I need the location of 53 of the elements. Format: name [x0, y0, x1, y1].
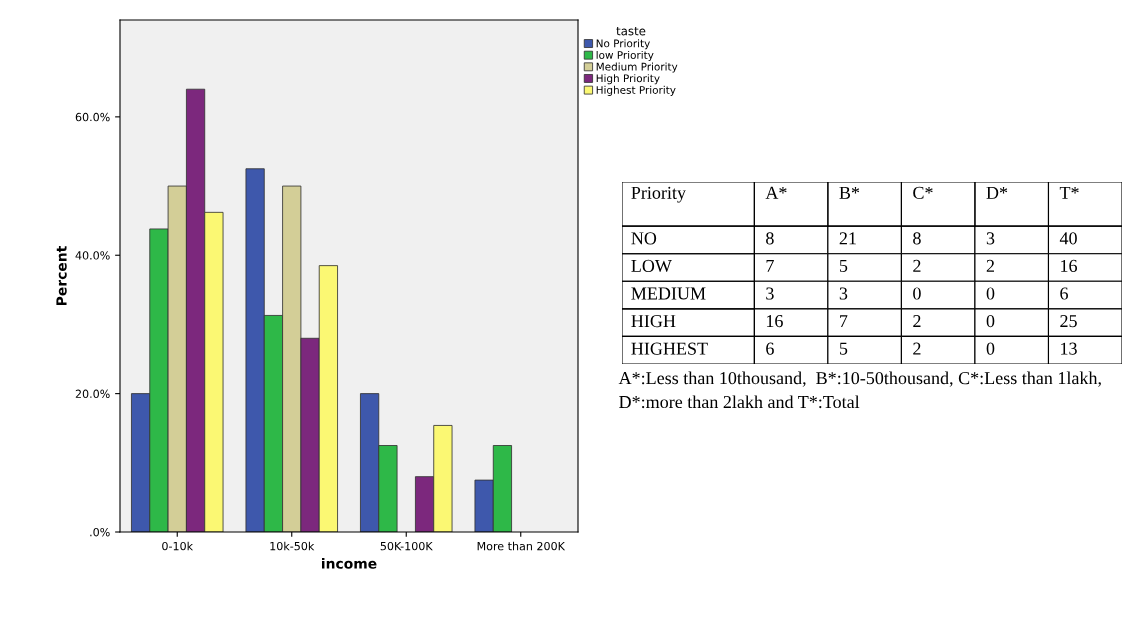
data-label: 2: [986, 259, 994, 272]
x-axis-title: income: [322, 558, 377, 569]
data-label: 2: [913, 342, 921, 355]
legend-title: taste: [616, 26, 646, 36]
data-label: 3: [986, 232, 995, 245]
data-label: 13: [1061, 342, 1077, 355]
data-label: 2: [913, 259, 921, 272]
legend-label: Highest Priority: [596, 85, 676, 96]
y-tick-label: 40.0%: [75, 251, 110, 260]
data-label: 0: [986, 314, 995, 328]
y-axis-title: Percent: [56, 246, 67, 306]
y-tick-label: 20.0%: [75, 389, 110, 398]
data-label: 0: [913, 287, 921, 300]
y-tick-label: .0%: [90, 527, 110, 537]
data-label: 0: [986, 342, 995, 355]
text: A*:Less than 10thousand, B*:10-50thousand, C*:Less than 1lakh, D*:more than 2lakh and T*:Total: [618, 371, 1101, 409]
y-tick-label: 60.0%: [75, 112, 110, 122]
x-tick-label: 0-10k: [162, 541, 194, 551]
y-axis-title: Priority: [631, 186, 686, 203]
x-tick-label: D*: [986, 186, 1008, 199]
data-label: 3: [766, 287, 774, 300]
data-label: 8: [766, 232, 774, 245]
x-tick-label: 10k-50k: [270, 541, 315, 551]
y-tick-label: NO: [631, 232, 657, 245]
data-label: 0: [986, 287, 995, 300]
data-label: 2: [913, 315, 921, 327]
data-label: 6: [766, 342, 774, 355]
x-tick-label: T*: [1059, 186, 1079, 199]
y-tick-label: HIGHEST: [631, 342, 708, 355]
y-tick-label: LOW: [631, 259, 672, 273]
x-tick-label: C*: [913, 186, 933, 199]
data-label: 5: [839, 260, 848, 272]
data-label: 8: [913, 232, 921, 245]
data-label: 3: [839, 287, 848, 300]
data-label: 7: [766, 260, 774, 272]
x-tick-label: A*: [765, 186, 787, 199]
legend-label: No Priority: [596, 39, 650, 50]
data-label: 40: [1059, 232, 1077, 245]
legend-label: Medium Priority: [596, 62, 678, 73]
y-tick-label: HIGH: [631, 315, 676, 328]
data-label: 5: [839, 342, 848, 355]
legend-label: High Priority: [596, 74, 660, 85]
data-label: 25: [1060, 315, 1077, 328]
y-tick-label: MEDIUM: [631, 287, 706, 300]
legend-label: low Priority: [596, 50, 654, 61]
x-tick-label: 50K-100K: [380, 541, 433, 551]
data-label: 16: [766, 315, 783, 328]
data-label: 21: [839, 232, 856, 245]
data-label: 16: [1061, 259, 1078, 272]
data-label: 7: [840, 315, 848, 327]
x-tick-label: More than 200K: [477, 541, 566, 551]
x-tick-label: B*: [839, 186, 860, 199]
data-label: 6: [1060, 287, 1068, 300]
